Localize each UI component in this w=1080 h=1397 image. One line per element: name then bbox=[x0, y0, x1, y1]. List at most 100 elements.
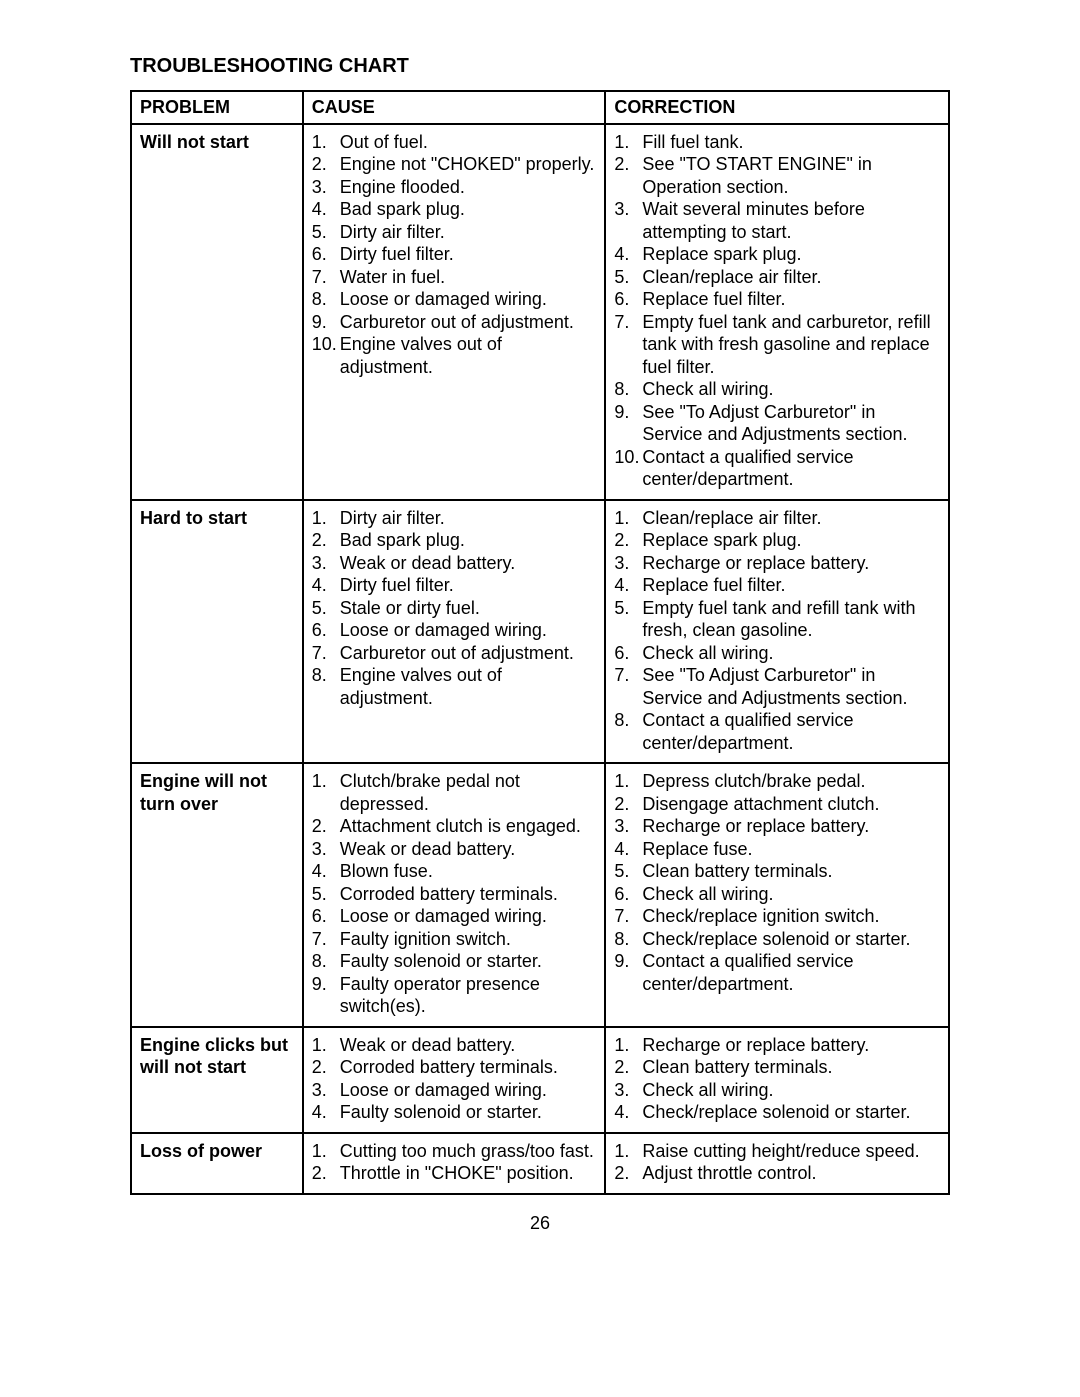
list-item: 2.Disengage attachment clutch. bbox=[614, 793, 940, 816]
item-text: Engine flooded. bbox=[340, 176, 597, 199]
item-number: 4. bbox=[312, 574, 340, 597]
item-number: 8. bbox=[312, 288, 340, 311]
list-item: 3.Wait several minutes before attempting… bbox=[614, 198, 940, 243]
item-text: Faulty operator presence switch(es). bbox=[340, 973, 597, 1018]
list-item: 3.Engine flooded. bbox=[312, 176, 597, 199]
list-item: 2.Corroded battery terminals. bbox=[312, 1056, 597, 1079]
item-text: Dirty fuel filter. bbox=[340, 243, 597, 266]
item-text: Recharge or replace battery. bbox=[642, 815, 940, 838]
correction-cell: 1.Depress clutch/brake pedal.2.Disengage… bbox=[605, 763, 949, 1027]
list-item: 8.Engine valves out of adjustment. bbox=[312, 664, 597, 709]
list-item: 2.See "TO START ENGINE" in Operation sec… bbox=[614, 153, 940, 198]
item-number: 4. bbox=[312, 860, 340, 883]
list-item: 2.Engine not "CHOKED" properly. bbox=[312, 153, 597, 176]
list-item: 6.Check all wiring. bbox=[614, 883, 940, 906]
item-number: 3. bbox=[312, 1079, 340, 1102]
list-item: 2.Replace spark plug. bbox=[614, 529, 940, 552]
item-number: 2. bbox=[312, 815, 340, 838]
item-number: 8. bbox=[614, 709, 642, 732]
item-number: 3. bbox=[614, 552, 642, 575]
list-item: 6.Loose or damaged wiring. bbox=[312, 619, 597, 642]
list-item: 1.Clutch/brake pedal not depressed. bbox=[312, 770, 597, 815]
list-item: 2.Clean battery terminals. bbox=[614, 1056, 940, 1079]
list-item: 8.Loose or damaged wiring. bbox=[312, 288, 597, 311]
item-text: Weak or dead battery. bbox=[340, 1034, 597, 1057]
item-text: Water in fuel. bbox=[340, 266, 597, 289]
list-item: 7.Faulty ignition switch. bbox=[312, 928, 597, 951]
item-text: Recharge or replace battery. bbox=[642, 1034, 940, 1057]
item-text: Check/replace solenoid or starter. bbox=[642, 1101, 940, 1124]
item-text: See "TO START ENGINE" in Operation secti… bbox=[642, 153, 940, 198]
list-item: 10.Contact a qualified service center/de… bbox=[614, 446, 940, 491]
list-item: 3.Weak or dead battery. bbox=[312, 838, 597, 861]
problem-cell: Engine will not turn over bbox=[131, 763, 303, 1027]
item-number: 1. bbox=[614, 1140, 642, 1163]
item-number: 2. bbox=[614, 1056, 642, 1079]
list-item: 8.Check all wiring. bbox=[614, 378, 940, 401]
item-number: 4. bbox=[614, 574, 642, 597]
item-text: Cutting too much grass/too fast. bbox=[340, 1140, 597, 1163]
item-number: 7. bbox=[614, 664, 642, 687]
item-text: Replace fuel filter. bbox=[642, 288, 940, 311]
item-number: 1. bbox=[614, 131, 642, 154]
item-text: Check all wiring. bbox=[642, 378, 940, 401]
item-text: Replace spark plug. bbox=[642, 529, 940, 552]
item-number: 1. bbox=[614, 1034, 642, 1057]
item-number: 8. bbox=[312, 950, 340, 973]
item-text: Engine valves out of adjustment. bbox=[340, 664, 597, 709]
item-number: 7. bbox=[312, 928, 340, 951]
list-item: 1.Raise cutting height/reduce speed. bbox=[614, 1140, 940, 1163]
item-text: Check/replace ignition switch. bbox=[642, 905, 940, 928]
list-item: 1.Fill fuel tank. bbox=[614, 131, 940, 154]
item-number: 7. bbox=[312, 642, 340, 665]
item-text: Corroded battery terminals. bbox=[340, 883, 597, 906]
item-text: Empty fuel tank and carburetor, refill t… bbox=[642, 311, 940, 379]
item-text: Carburetor out of adjustment. bbox=[340, 311, 597, 334]
item-text: Carburetor out of adjustment. bbox=[340, 642, 597, 665]
list-item: 5.Stale or dirty fuel. bbox=[312, 597, 597, 620]
item-number: 10. bbox=[614, 446, 642, 469]
item-text: Replace fuel filter. bbox=[642, 574, 940, 597]
item-text: Fill fuel tank. bbox=[642, 131, 940, 154]
item-number: 1. bbox=[312, 770, 340, 793]
item-number: 2. bbox=[312, 153, 340, 176]
item-text: Clean battery terminals. bbox=[642, 1056, 940, 1079]
item-text: Blown fuse. bbox=[340, 860, 597, 883]
item-text: Bad spark plug. bbox=[340, 529, 597, 552]
table-row: Engine will not turn over1.Clutch/brake … bbox=[131, 763, 949, 1027]
list-item: 9.See "To Adjust Carburetor" in Service … bbox=[614, 401, 940, 446]
cause-cell: 1.Out of fuel.2.Engine not "CHOKED" prop… bbox=[303, 124, 606, 500]
item-number: 7. bbox=[614, 311, 642, 334]
list-item: 8.Faulty solenoid or starter. bbox=[312, 950, 597, 973]
item-text: Corroded battery terminals. bbox=[340, 1056, 597, 1079]
item-text: Check all wiring. bbox=[642, 1079, 940, 1102]
list-item: 4.Check/replace solenoid or starter. bbox=[614, 1101, 940, 1124]
list-item: 4.Dirty fuel filter. bbox=[312, 574, 597, 597]
item-number: 6. bbox=[312, 905, 340, 928]
list-item: 6.Loose or damaged wiring. bbox=[312, 905, 597, 928]
list-item: 4.Replace fuel filter. bbox=[614, 574, 940, 597]
list-item: 2.Adjust throttle control. bbox=[614, 1162, 940, 1185]
item-text: Raise cutting height/reduce speed. bbox=[642, 1140, 940, 1163]
item-number: 1. bbox=[312, 507, 340, 530]
list-item: 2.Bad spark plug. bbox=[312, 529, 597, 552]
list-item: 4.Replace fuse. bbox=[614, 838, 940, 861]
item-text: Dirty air filter. bbox=[340, 221, 597, 244]
header-cause: CAUSE bbox=[303, 91, 606, 124]
header-problem: PROBLEM bbox=[131, 91, 303, 124]
item-number: 6. bbox=[614, 883, 642, 906]
list-item: 3.Recharge or replace battery. bbox=[614, 552, 940, 575]
item-text: Clean battery terminals. bbox=[642, 860, 940, 883]
item-text: Disengage attachment clutch. bbox=[642, 793, 940, 816]
item-text: Bad spark plug. bbox=[340, 198, 597, 221]
list-item: 7.Check/replace ignition switch. bbox=[614, 905, 940, 928]
correction-cell: 1.Clean/replace air filter.2.Replace spa… bbox=[605, 500, 949, 764]
list-item: 5.Clean/replace air filter. bbox=[614, 266, 940, 289]
item-text: Weak or dead battery. bbox=[340, 838, 597, 861]
list-item: 1.Clean/replace air filter. bbox=[614, 507, 940, 530]
item-number: 2. bbox=[614, 793, 642, 816]
list-item: 3.Recharge or replace battery. bbox=[614, 815, 940, 838]
problem-cell: Loss of power bbox=[131, 1133, 303, 1194]
item-number: 4. bbox=[614, 1101, 642, 1124]
item-text: Clean/replace air filter. bbox=[642, 266, 940, 289]
